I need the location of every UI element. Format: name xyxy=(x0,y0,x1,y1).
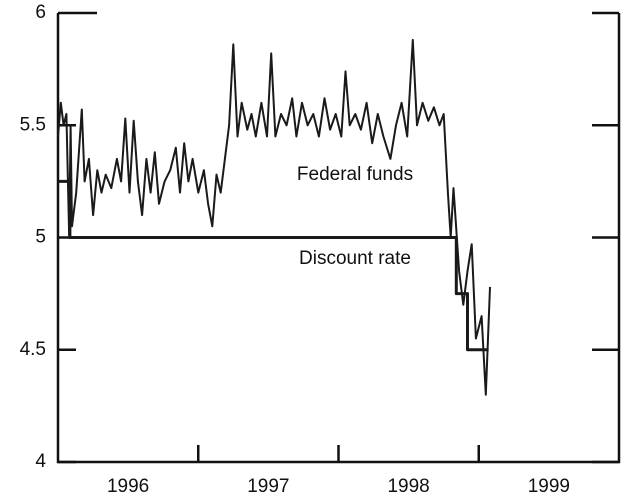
annotation: Discount rate xyxy=(299,248,411,269)
y-tick-label: 5.5 xyxy=(20,114,46,135)
y-tick-label: 4.5 xyxy=(20,339,46,360)
y-tick-label: 6 xyxy=(35,2,46,23)
x-tick-label: 1997 xyxy=(247,476,289,497)
y-tick-label: 5 xyxy=(35,227,46,248)
x-tick-label: 1998 xyxy=(387,476,429,497)
series-line xyxy=(58,179,489,352)
x-tick-label: 1996 xyxy=(107,476,149,497)
x-tick-label: 1999 xyxy=(528,476,570,497)
series-line xyxy=(57,38,491,396)
y-tick-label: 4 xyxy=(35,451,46,472)
annotation: Federal funds xyxy=(297,164,413,185)
